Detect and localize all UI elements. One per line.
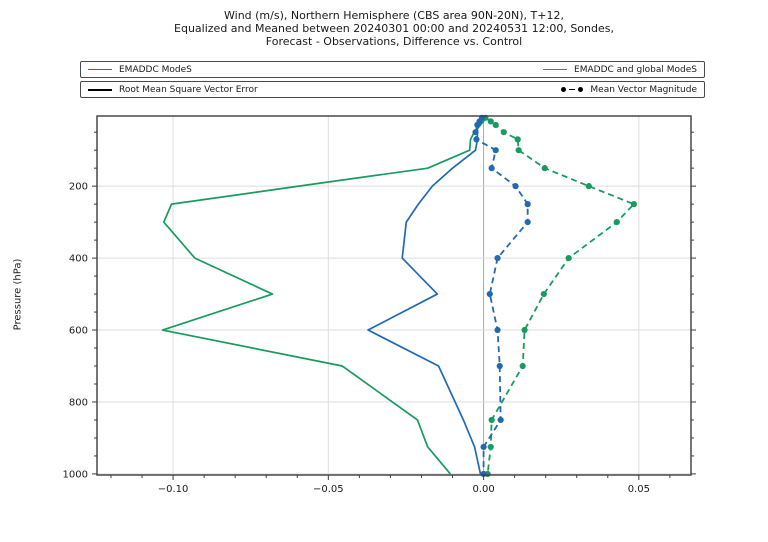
title-line-1: Wind (m/s), Northern Hemisphere (CBS are… (224, 9, 564, 22)
green-marker-dot (540, 290, 547, 298)
x-tick-label: 0.05 (628, 484, 650, 495)
green-marker-dot (514, 136, 521, 143)
legend-label-emaddc-modes: EMADDC ModeS (119, 64, 192, 75)
blue-marker-dot (524, 219, 531, 226)
y-tick-label: 1000 (63, 469, 88, 480)
mvm-green-series (484, 117, 635, 475)
blue-marker-dot (480, 443, 487, 451)
y-axis-label: Pressure (hPa) (12, 258, 24, 331)
legend-box-statistics: Root Mean Square Vector Error Mean Vecto… (80, 81, 705, 98)
x-tick-label: −0.05 (313, 484, 344, 495)
blue-marker-dot (488, 165, 495, 172)
green-marker-dot (500, 129, 507, 136)
x-tick-label: −0.10 (158, 484, 189, 495)
green-marker-dot (521, 326, 528, 334)
green-marker-dot (487, 118, 494, 125)
rmsve-blue-series (367, 117, 483, 475)
green-marker-dot (613, 219, 620, 226)
blue-marker-dot (494, 254, 501, 262)
blue-marker-dot (474, 121, 481, 129)
legend-label-emaddc-global-modes: EMADDC and global ModeS (574, 64, 697, 75)
blue-marker-dot (492, 147, 499, 154)
blue-marker-dot (473, 136, 480, 143)
blue-marker-dot (512, 183, 519, 190)
blue-marker-dot (472, 129, 479, 136)
x-tick-label: 0.00 (472, 484, 494, 495)
blue-marker-dot (486, 290, 493, 298)
legend-item-rmsve: Root Mean Square Vector Error (88, 85, 258, 95)
blue-marker-dot (496, 362, 503, 370)
blue-marker-dot (494, 326, 501, 334)
green-marker-dot (519, 362, 526, 370)
legend-item-mvm: Mean Vector Magnitude (561, 85, 697, 95)
legend-label-mvm: Mean Vector Magnitude (590, 84, 697, 95)
y-tick-label: 200 (69, 182, 88, 193)
y-tick-label: 800 (69, 397, 88, 408)
plot-frame (96, 115, 692, 476)
y-tick-label: 400 (69, 254, 88, 265)
blue-marker-dot (497, 416, 504, 424)
green-marker-dot (630, 201, 637, 208)
green-marker-dot (515, 147, 522, 154)
blue-marker-dot (524, 201, 531, 208)
green-marker-dot (488, 416, 495, 424)
green-marker-dot (565, 254, 572, 262)
title-line-2: Equalized and Meaned between 20240301 00… (174, 22, 614, 35)
green-marker-dot (487, 443, 494, 451)
dotted-line-sample-icon (561, 87, 584, 92)
green-marker-dot (492, 121, 499, 129)
blue-line-sample-icon (88, 69, 112, 70)
green-line-sample-icon (543, 69, 568, 70)
y-tick-label: 600 (69, 326, 88, 337)
green-marker-dot (585, 183, 592, 190)
chart-title: Wind (m/s), Northern Hemisphere (CBS are… (97, 9, 691, 48)
legend-item-emaddc-global-modes: EMADDC and global ModeS (543, 65, 697, 75)
legend-item-emaddc-modes: EMADDC ModeS (88, 65, 192, 75)
legend-box-datasets: EMADDC ModeS EMADDC and global ModeS (80, 61, 705, 78)
solid-line-sample-icon (88, 88, 112, 91)
rmsve-green-series (161, 117, 486, 475)
green-marker-dot (541, 165, 548, 172)
legend-label-rmsve: Root Mean Square Vector Error (119, 84, 258, 95)
title-line-3: Forecast - Observations, Difference vs. … (265, 35, 523, 48)
